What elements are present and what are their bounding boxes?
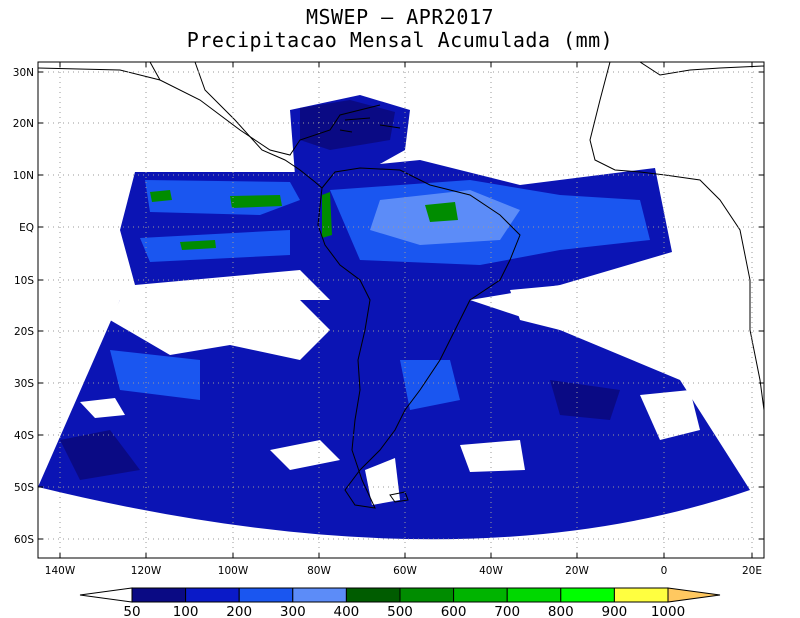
- lat-tick-label: 30S: [14, 378, 34, 390]
- lon-tick-label: 40W: [479, 565, 503, 577]
- lon-tick-label: 80W: [307, 565, 331, 577]
- precipitation-field: [38, 95, 750, 540]
- precip-core-a: [150, 190, 172, 202]
- precip-south-medium-b: [400, 360, 460, 410]
- lat-tick-label: 20N: [13, 118, 34, 130]
- precip-caribbean-dark: [300, 100, 395, 150]
- lat-tick-label: 10S: [14, 275, 34, 287]
- lon-tick-label: 140W: [45, 565, 76, 577]
- colorbar-segment: [506, 587, 562, 603]
- lon-tick-label: 100W: [218, 565, 249, 577]
- lat-tick-label: 40S: [14, 430, 34, 442]
- colorbar: 50 100 200 300 400 500 600 700 800 900 1000: [79, 587, 721, 618]
- precip-core-e: [322, 192, 332, 238]
- precip-dry-east: [510, 275, 670, 340]
- lat-tick-label: 10N: [13, 170, 34, 182]
- colorbar-label: 400: [334, 604, 360, 618]
- lat-tick-label: EQ: [19, 222, 34, 234]
- coastlines: [38, 62, 764, 509]
- lat-tick-label: 30N: [13, 67, 34, 79]
- colorbar-label: 800: [548, 604, 574, 618]
- precip-dry-patch-c: [460, 440, 525, 472]
- colorbar-segment: [399, 587, 455, 603]
- coastline-caribbean-islands: [339, 117, 401, 133]
- precip-south-dark-b: [550, 380, 620, 420]
- longitude-ticks: 140W 120W 100W 80W 60W 40W 20W 0 20E: [45, 62, 762, 577]
- colorbar-label: 1000: [651, 604, 685, 618]
- coastline-falklands: [389, 491, 409, 503]
- map-subtitle: Precipitacao Mensal Acumulada (mm): [186, 28, 614, 52]
- lat-tick-label: 60S: [14, 534, 34, 546]
- precip-dry-patch-d: [640, 390, 700, 440]
- map-title: MSWEP – APR2017: [305, 5, 495, 29]
- lon-tick-label: 20E: [742, 565, 762, 577]
- colorbar-label: 200: [226, 604, 252, 618]
- precip-core-b: [230, 195, 282, 208]
- colorbar-segment: [185, 587, 240, 603]
- colorbar-label: 600: [441, 604, 467, 618]
- coastline-africa: [589, 62, 764, 411]
- colorbar-segment: [453, 587, 508, 603]
- precip-core-c: [180, 240, 216, 250]
- coastline-north-america: [38, 62, 381, 156]
- lon-tick-label: 120W: [131, 565, 162, 577]
- precip-dry-west: [110, 300, 330, 360]
- colorbar-segment: [131, 587, 187, 603]
- latitude-ticks: 30N 20N 10N EQ 10S 20S 30S 40S 50S 60S: [13, 67, 764, 546]
- lon-tick-label: 60W: [393, 565, 417, 577]
- colorbar-label: 100: [173, 604, 199, 618]
- map-grid: [38, 62, 764, 558]
- colorbar-label: 900: [602, 604, 628, 618]
- lat-tick-label: 50S: [14, 482, 34, 494]
- precip-dry-patch-e: [365, 458, 400, 505]
- colorbar-label: 300: [280, 604, 306, 618]
- coastline-south-america: [317, 167, 521, 509]
- colorbar-min-arrow: [79, 587, 133, 603]
- lon-tick-label: 20W: [565, 565, 589, 577]
- colorbar-label: 50: [123, 604, 140, 618]
- colorbar-segment: [238, 587, 294, 603]
- coastline-mexico-central: [194, 62, 323, 189]
- lon-tick-label: 0: [661, 565, 668, 577]
- lat-tick-label: 20S: [14, 326, 34, 338]
- colorbar-segment: [345, 587, 401, 603]
- colorbar-segment: [560, 587, 615, 603]
- colorbar-max-arrow: [667, 587, 721, 603]
- precip-south-dark-a: [60, 430, 140, 480]
- coastline-europe: [639, 62, 764, 76]
- colorbar-segment: [613, 587, 669, 603]
- precip-dry-patch-a: [80, 398, 125, 418]
- colorbar-label: 500: [387, 604, 413, 618]
- plot-frame: [37, 61, 765, 559]
- colorbar-segment: [292, 587, 347, 603]
- precip-fan-south: [38, 300, 750, 540]
- colorbar-label: 700: [494, 604, 520, 618]
- precip-core-d: [425, 202, 458, 222]
- precip-dry-patch-b: [270, 440, 340, 470]
- precip-south-medium-a: [110, 350, 200, 400]
